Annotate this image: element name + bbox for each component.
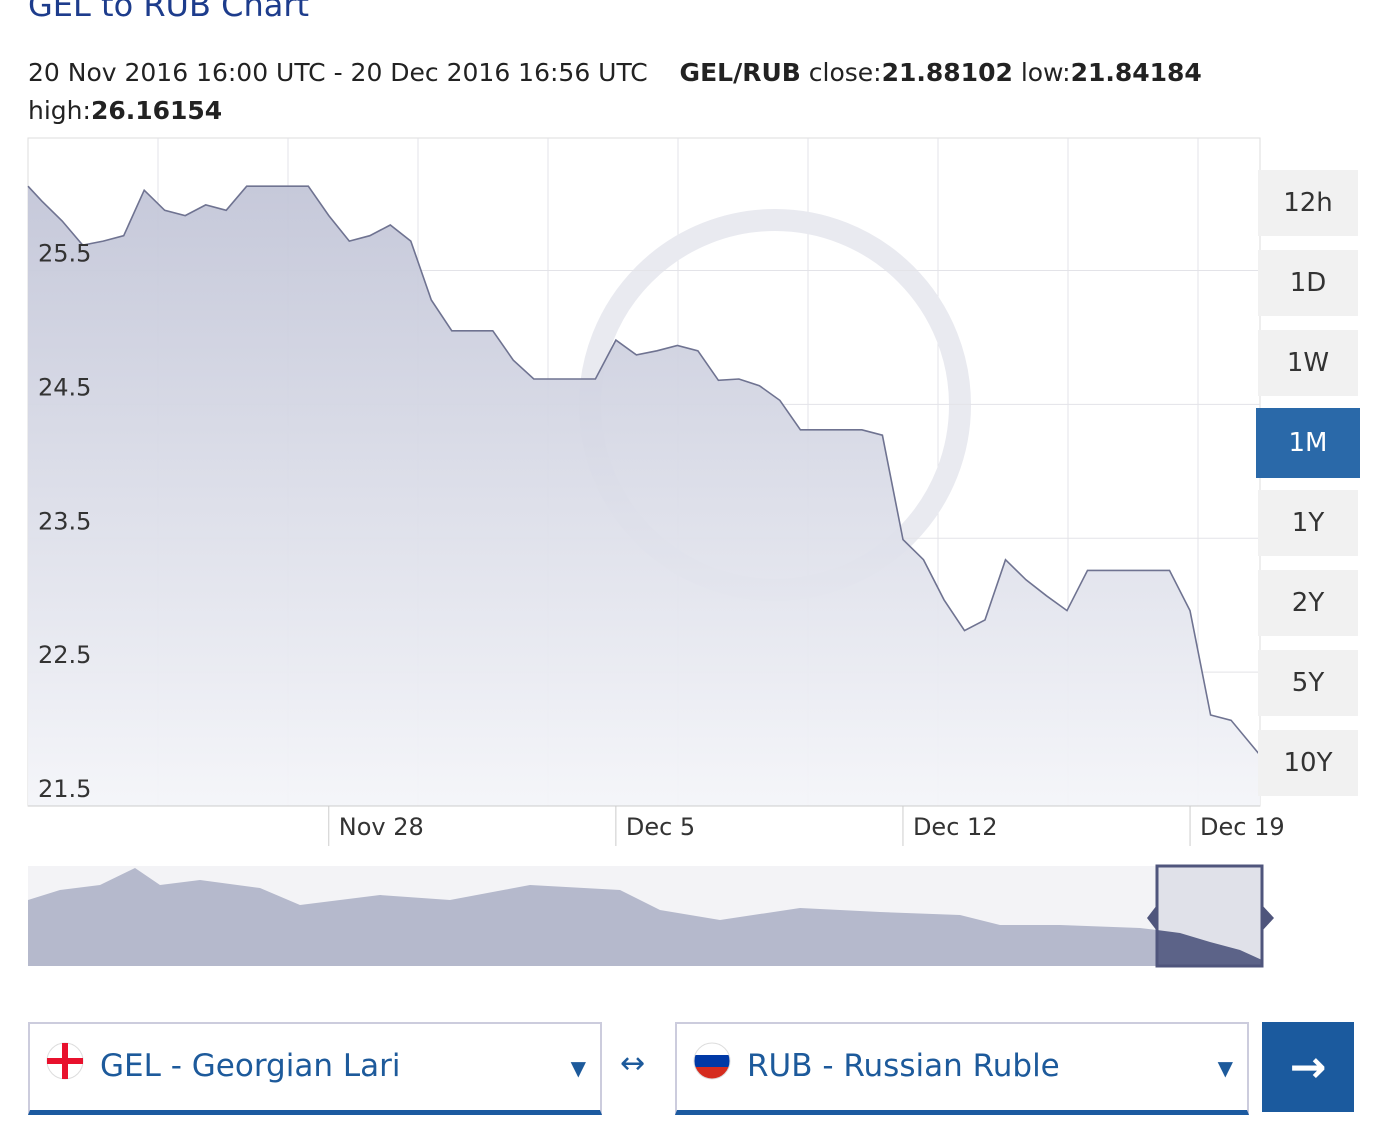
area <box>28 186 1260 806</box>
y-tick-label: 25.5 <box>38 240 91 268</box>
pair: GEL/RUB <box>679 58 801 87</box>
navigator-window[interactable] <box>1155 864 1264 968</box>
y-tick-label: 24.5 <box>38 373 91 401</box>
navigator-selected-area <box>1157 930 1262 966</box>
range-button[interactable]: 2Y <box>1258 570 1358 636</box>
from-label: GEL - Georgian Lari <box>100 1048 401 1084</box>
stat-value: 21.84184 <box>1070 58 1202 87</box>
to-select[interactable]: RUB - Russian Ruble ▼ <box>675 1022 1249 1115</box>
navigator-handle[interactable] <box>1262 905 1274 931</box>
y-tick-label: 21.5 <box>38 775 91 803</box>
x-tick-label: Dec 19 <box>1200 813 1285 841</box>
x-tick-label: Dec 12 <box>913 813 998 841</box>
range-button[interactable]: 10Y <box>1258 730 1358 796</box>
info-line: high:26.16154 <box>28 96 222 125</box>
convert-button[interactable]: → <box>1262 1022 1354 1112</box>
range-button[interactable]: 1Y <box>1258 490 1358 556</box>
page-title: GEL to RUB Chart <box>28 0 310 24</box>
navigator <box>28 864 1274 968</box>
from-select[interactable]: GEL - Georgian Lari ▼ <box>28 1022 602 1115</box>
flag-georgia <box>46 1042 84 1080</box>
range-button[interactable]: 5Y <box>1258 650 1358 716</box>
stat-label: close: <box>808 58 882 87</box>
stat-value: 26.16154 <box>90 96 223 125</box>
stat-label: high: <box>28 96 91 125</box>
stat-label: low: <box>1020 58 1071 87</box>
date-range: 20 Nov 2016 16:00 UTC - 20 Dec 2016 16:5… <box>28 58 648 87</box>
navigator-handle[interactable] <box>1147 905 1157 931</box>
info-line: 20 Nov 2016 16:00 UTC - 20 Dec 2016 16:5… <box>28 58 1202 87</box>
swap-button[interactable]: ↔ <box>620 1046 646 1081</box>
to-label: RUB - Russian Ruble <box>747 1048 1060 1084</box>
range-button[interactable]: 1D <box>1258 250 1358 316</box>
x-tick-label: Nov 28 <box>339 813 424 841</box>
dropdown-arrow: ▼ <box>570 1056 586 1080</box>
range-button[interactable]: 1W <box>1258 330 1358 396</box>
flag-russia <box>693 1042 731 1080</box>
line <box>27 185 1261 756</box>
y-tick-label: 22.5 <box>38 641 91 669</box>
range-button[interactable]: 1M <box>1256 408 1360 478</box>
stats: close:21.88102 low:21.84184 <box>809 58 1202 87</box>
y-tick-label: 23.5 <box>38 507 91 535</box>
stat-value: 21.88102 <box>881 58 1013 87</box>
range-button[interactable]: 12h <box>1258 170 1358 236</box>
dropdown-arrow: ▼ <box>1217 1056 1233 1080</box>
x-tick-label: Dec 5 <box>626 813 695 841</box>
navigator-area <box>28 868 1157 966</box>
